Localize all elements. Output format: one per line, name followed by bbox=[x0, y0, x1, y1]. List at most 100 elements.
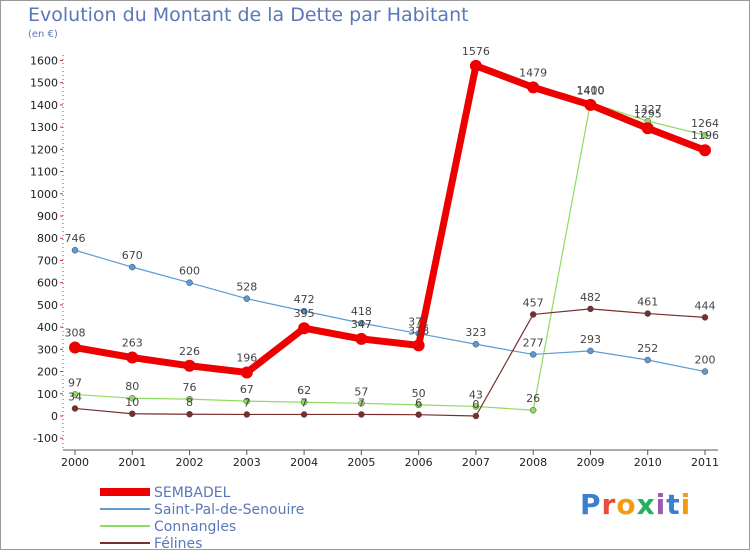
data-label: 50 bbox=[412, 387, 426, 400]
data-label: 0 bbox=[472, 398, 479, 411]
data-point bbox=[240, 366, 253, 379]
data-point bbox=[701, 368, 709, 375]
data-label: 196 bbox=[236, 351, 257, 364]
data-point bbox=[699, 144, 711, 157]
x-tick-label: 2002 bbox=[176, 456, 204, 469]
data-label: 7 bbox=[358, 396, 365, 409]
data-point bbox=[71, 405, 79, 412]
data-point bbox=[69, 341, 81, 354]
x-tick-label: 2003 bbox=[233, 456, 261, 469]
data-point bbox=[701, 131, 709, 139]
data-point bbox=[129, 410, 136, 418]
data-label: 457 bbox=[523, 296, 544, 309]
logo-letter: o bbox=[616, 488, 637, 521]
legend-label: Saint-Pal-de-Senouire bbox=[154, 502, 304, 518]
data-label: 371 bbox=[408, 316, 429, 329]
data-point bbox=[641, 122, 654, 135]
data-label: 67 bbox=[240, 383, 254, 396]
data-label: 6 bbox=[415, 397, 422, 410]
data-point bbox=[587, 347, 594, 355]
data-label: 200 bbox=[695, 354, 716, 367]
data-label: 26 bbox=[526, 392, 540, 405]
data-label: 347 bbox=[351, 318, 372, 331]
data-point bbox=[243, 397, 251, 405]
data-label: 528 bbox=[236, 281, 257, 294]
data-point bbox=[186, 395, 193, 403]
legend: SEMBADELSaint-Pal-de-SenouireConnanglesF… bbox=[100, 485, 304, 550]
y-tick-label: 1400 bbox=[30, 99, 58, 112]
y-tick-label: 1500 bbox=[30, 77, 58, 90]
logo-letter: r bbox=[601, 488, 617, 521]
proxiti-logo: Proxiti bbox=[580, 488, 691, 521]
data-point bbox=[469, 59, 482, 72]
y-tick-label: 0 bbox=[51, 410, 58, 423]
logo-letter: x bbox=[636, 488, 656, 521]
y-tick-label: -100 bbox=[33, 432, 58, 445]
data-label: 308 bbox=[65, 327, 86, 340]
data-label: 1576 bbox=[462, 45, 490, 58]
y-tick-label: 500 bbox=[37, 299, 58, 312]
data-point bbox=[186, 279, 193, 286]
x-tick-label: 2001 bbox=[118, 456, 146, 469]
data-label: 418 bbox=[351, 305, 372, 318]
data-point bbox=[71, 246, 79, 254]
data-point bbox=[126, 351, 139, 364]
data-label: 226 bbox=[179, 345, 200, 358]
x-tick-label: 2008 bbox=[519, 456, 547, 469]
y-tick-label: 1300 bbox=[30, 121, 58, 134]
data-point bbox=[415, 411, 422, 418]
data-label: 323 bbox=[465, 326, 486, 339]
data-label: 8 bbox=[186, 396, 193, 409]
data-point bbox=[298, 322, 311, 335]
data-point bbox=[587, 305, 594, 313]
y-tick-label: 100 bbox=[37, 388, 58, 401]
data-label: 1327 bbox=[634, 103, 662, 116]
series-layer bbox=[69, 59, 711, 420]
data-label: 34 bbox=[68, 390, 82, 403]
data-point bbox=[472, 412, 480, 420]
data-point bbox=[412, 339, 425, 352]
chart-title: Evolution du Montant de la Dette par Hab… bbox=[28, 4, 469, 26]
data-label: 10 bbox=[125, 396, 139, 409]
data-point bbox=[415, 401, 422, 409]
data-point bbox=[358, 400, 365, 407]
data-point bbox=[529, 311, 537, 318]
data-point bbox=[300, 307, 308, 315]
data-label: 1196 bbox=[691, 129, 719, 142]
data-point bbox=[701, 314, 709, 321]
x-tick-label: 2010 bbox=[634, 456, 662, 469]
y-tick-label: 200 bbox=[37, 366, 58, 379]
data-label: 76 bbox=[183, 381, 197, 394]
data-label: 746 bbox=[65, 232, 86, 245]
data-point bbox=[129, 263, 136, 271]
data-label: 444 bbox=[695, 299, 716, 312]
y-tick-label: 900 bbox=[37, 210, 58, 223]
data-point bbox=[71, 391, 79, 398]
data-label: 472 bbox=[294, 293, 315, 306]
data-label: 1410 bbox=[576, 85, 604, 98]
data-label: 57 bbox=[354, 385, 368, 398]
data-label: 7 bbox=[243, 396, 250, 409]
logo-letter: t bbox=[666, 488, 681, 521]
x-tick-label: 2009 bbox=[576, 456, 604, 469]
data-label: 1479 bbox=[519, 66, 547, 79]
data-label: 1295 bbox=[634, 107, 662, 120]
x-tick-label: 2007 bbox=[462, 456, 490, 469]
y-tick-label: 700 bbox=[37, 254, 58, 267]
data-point bbox=[472, 403, 480, 410]
y-tick-label: 400 bbox=[37, 321, 58, 334]
data-point bbox=[529, 406, 537, 414]
data-point bbox=[300, 398, 308, 406]
legend-label: Félines bbox=[154, 536, 202, 550]
data-label: 43 bbox=[469, 388, 483, 401]
data-point bbox=[644, 310, 651, 317]
y-tick-label: 800 bbox=[37, 232, 58, 245]
data-label: 263 bbox=[122, 337, 143, 350]
data-label: 7 bbox=[301, 396, 308, 409]
data-point bbox=[300, 411, 308, 418]
data-point bbox=[186, 410, 193, 418]
data-label: 252 bbox=[637, 342, 658, 355]
data-label: 97 bbox=[68, 376, 82, 389]
data-point bbox=[355, 332, 368, 345]
